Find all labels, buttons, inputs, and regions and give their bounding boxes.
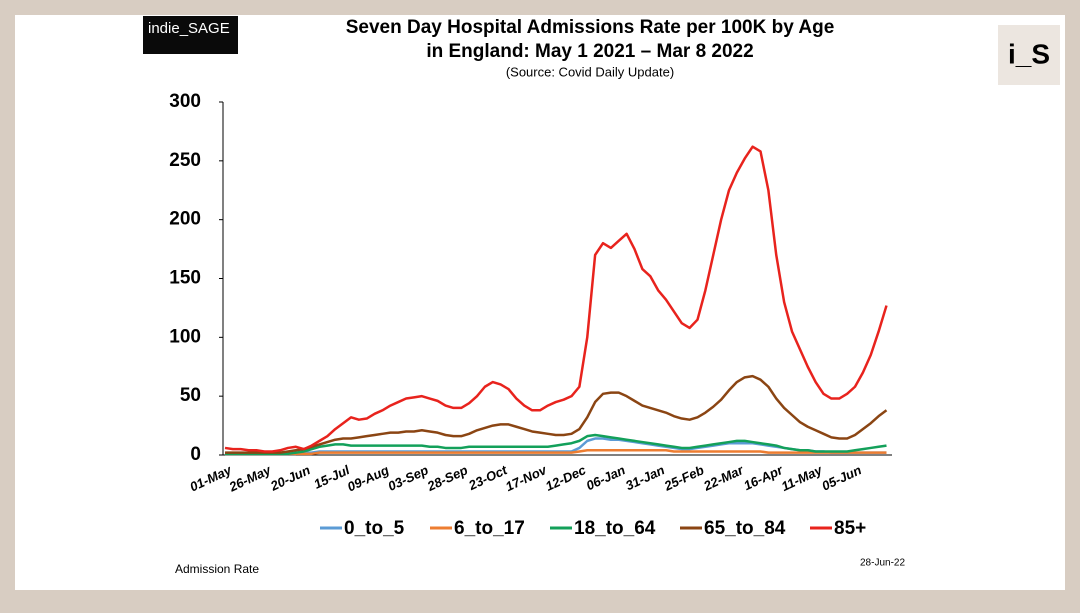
chart-subtitle: (Source: Covid Daily Update) bbox=[506, 64, 674, 79]
legend-label: 6_to_17 bbox=[454, 518, 525, 539]
slide-background bbox=[15, 15, 1065, 590]
logo-right-box bbox=[998, 25, 1060, 85]
chart-title-line2: in England: May 1 2021 – Mar 8 2022 bbox=[426, 41, 753, 62]
y-tick-label: 200 bbox=[169, 209, 201, 230]
footer-right: 28-Jun-22 bbox=[860, 558, 905, 569]
y-tick-label: 50 bbox=[180, 385, 201, 406]
y-tick-label: 250 bbox=[169, 150, 201, 171]
y-tick-label: 100 bbox=[169, 326, 201, 347]
y-tick-label: 0 bbox=[190, 444, 201, 465]
legend-label: 0_to_5 bbox=[344, 518, 405, 539]
series-line bbox=[225, 374, 888, 454]
series-line bbox=[224, 145, 888, 453]
y-tick-label: 300 bbox=[169, 91, 201, 112]
legend-label: 18_to_64 bbox=[574, 518, 656, 539]
series-line bbox=[225, 449, 887, 456]
logo-left-box bbox=[143, 16, 238, 54]
logo-right: i_S bbox=[1008, 38, 1050, 69]
chart-title: Seven Day Hospital Admissions Rate per 1… bbox=[346, 17, 835, 38]
legend-label: 85+ bbox=[834, 518, 866, 539]
footer-left: Admission Rate bbox=[175, 562, 259, 576]
y-tick-label: 150 bbox=[169, 268, 201, 289]
series-line bbox=[225, 433, 887, 456]
logo-left: indie_SAGE bbox=[148, 20, 230, 37]
legend-label: 65_to_84 bbox=[704, 518, 786, 539]
